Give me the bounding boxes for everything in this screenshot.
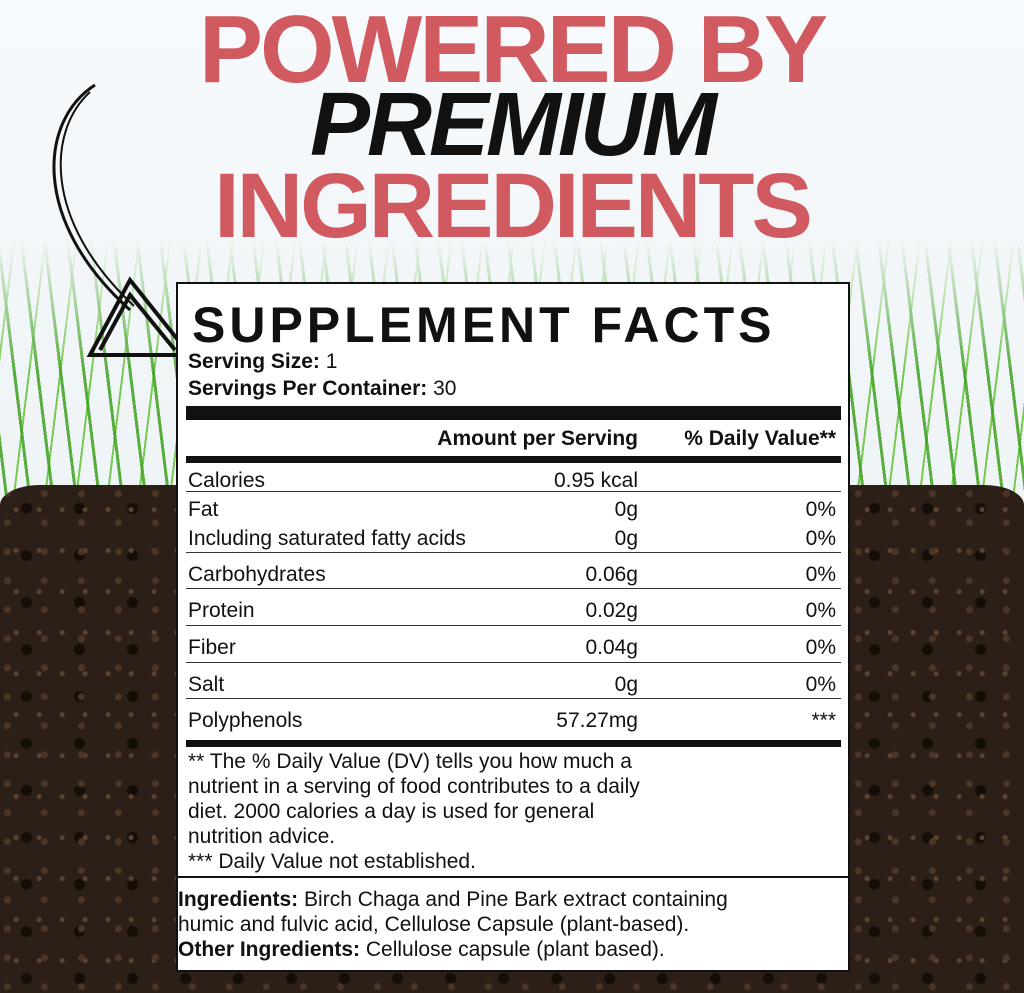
row-dv: 0% xyxy=(805,527,836,550)
footnote-line: ** The % Daily Value (DV) tells you how … xyxy=(188,750,632,773)
row-divider xyxy=(186,588,841,589)
row-amount: 0g xyxy=(614,498,638,521)
divider xyxy=(186,406,841,420)
headline-line1: POWERED BY xyxy=(198,0,828,103)
footnote-line: *** Daily Value not established. xyxy=(188,850,476,873)
row-label: Polyphenols xyxy=(188,709,303,732)
divider xyxy=(186,740,841,747)
row-label: Fat xyxy=(188,498,219,521)
row-label: Fiber xyxy=(188,636,236,659)
other-ingredients: Other Ingredients: Cellulose capsule (pl… xyxy=(178,938,665,961)
row-divider xyxy=(186,698,841,699)
footnote-line: nutrition advice. xyxy=(188,825,336,848)
row-amount: 0.95 kcal xyxy=(553,469,638,492)
row-amount: 0.06g xyxy=(585,563,638,586)
row-label: Salt xyxy=(188,673,225,696)
row-label: Including saturated fatty acids xyxy=(188,527,466,550)
row-label: Protein xyxy=(188,599,255,622)
ingredients-cont: humic and fulvic acid, Cellulose Capsule… xyxy=(178,913,690,936)
row-dv: 0% xyxy=(805,636,836,659)
row-dv: 0% xyxy=(805,599,836,622)
row-amount: 57.27mg xyxy=(556,709,638,732)
row-dv: *** xyxy=(811,709,836,732)
row-dv: 0% xyxy=(805,563,836,586)
row-dv: 0% xyxy=(805,673,836,696)
headline-line3: INGREDIENTS xyxy=(214,155,813,257)
headline-line2: PREMIUM xyxy=(310,75,717,175)
row-divider xyxy=(186,625,841,626)
hand-drawn-arrow-icon xyxy=(52,83,195,357)
col-dv-header: % Daily Value** xyxy=(684,427,836,450)
row-amount: 0.04g xyxy=(585,636,638,659)
serving-size: Serving Size: 1 xyxy=(188,350,338,373)
servings-per-container: Servings Per Container: 30 xyxy=(188,377,457,400)
row-amount: 0g xyxy=(614,527,638,550)
row-divider xyxy=(186,491,841,492)
facts-title: SUPPLEMENT FACTS xyxy=(192,297,776,353)
footnote-line: diet. 2000 calories a day is used for ge… xyxy=(188,800,595,823)
divider xyxy=(186,456,841,463)
row-amount: 0.02g xyxy=(585,599,638,622)
row-label: Carbohydrates xyxy=(188,563,326,586)
row-dv: 0% xyxy=(805,498,836,521)
ingredients: Ingredients: Birch Chaga and Pine Bark e… xyxy=(178,888,728,911)
row-amount: 0g xyxy=(614,673,638,696)
row-divider xyxy=(186,552,841,553)
divider xyxy=(178,876,848,878)
supplement-facts-panel: SUPPLEMENT FACTS Serving Size: 1 Serving… xyxy=(176,282,850,972)
col-amount-header: Amount per Serving xyxy=(437,427,638,450)
row-label: Calories xyxy=(188,469,266,492)
row-divider xyxy=(186,662,841,663)
footnote-line: nutrient in a serving of food contribute… xyxy=(188,775,640,798)
